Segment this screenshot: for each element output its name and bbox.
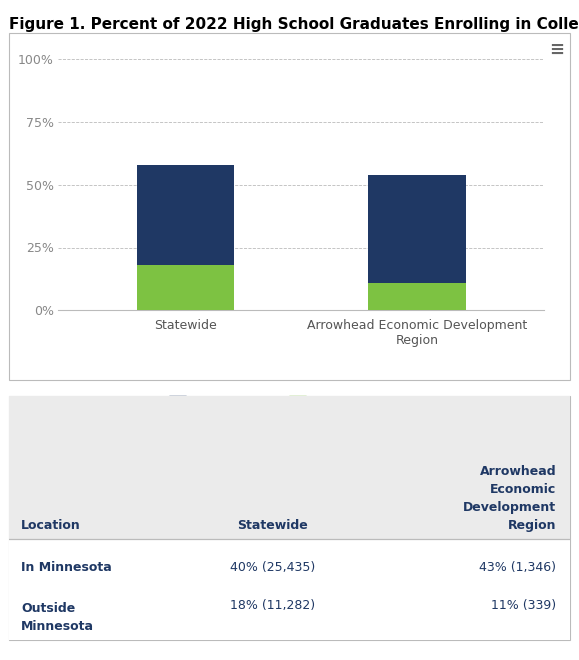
Text: Outside
Minnesota: Outside Minnesota <box>21 603 94 634</box>
Text: Arrowhead
Economic
Development
Region: Arrowhead Economic Development Region <box>463 465 556 531</box>
Bar <box>368 282 466 310</box>
Text: In Minnesota: In Minnesota <box>21 561 112 574</box>
Bar <box>137 165 234 265</box>
Text: Statewide: Statewide <box>237 519 308 531</box>
Text: 43% (1,346): 43% (1,346) <box>479 561 556 574</box>
Text: Figure 1. Percent of 2022 High School Graduates Enrolling in College - Fall: Figure 1. Percent of 2022 High School Gr… <box>9 16 579 32</box>
Bar <box>137 265 234 310</box>
Text: 11% (339): 11% (339) <box>491 599 556 612</box>
Legend: In Minnesota, Outside Minnesota: In Minnesota, Outside Minnesota <box>169 396 433 409</box>
Text: 18% (11,282): 18% (11,282) <box>230 599 315 612</box>
Text: 40% (25,435): 40% (25,435) <box>230 561 316 574</box>
Bar <box>368 175 466 282</box>
Bar <box>9 539 570 640</box>
Text: ≡: ≡ <box>549 41 565 59</box>
Text: Location: Location <box>21 519 81 531</box>
